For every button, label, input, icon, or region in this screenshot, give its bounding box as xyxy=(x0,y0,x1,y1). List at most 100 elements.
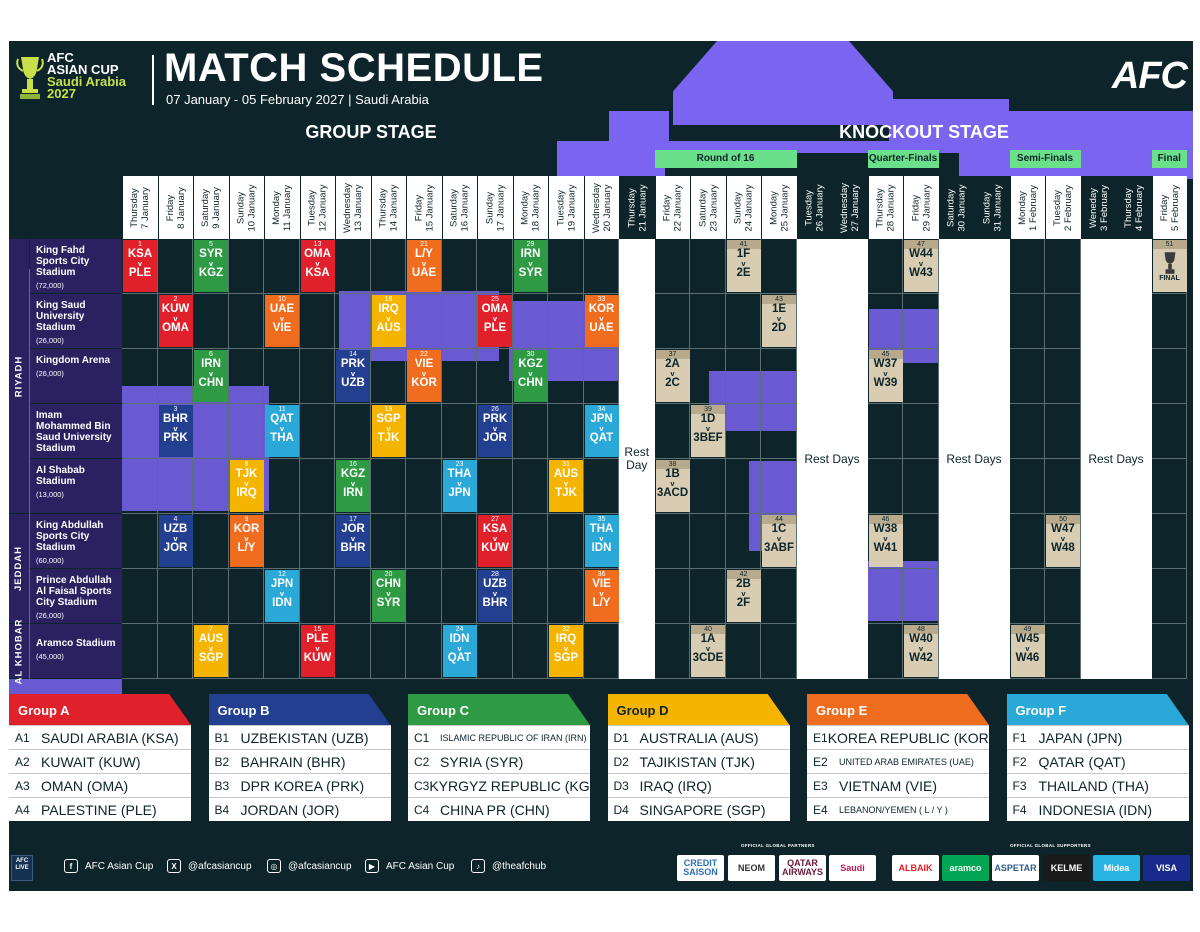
knockout-match-card[interactable]: 39 1D v 3BEF xyxy=(691,405,725,457)
match-card[interactable]: 6 IRN v CHN xyxy=(194,350,228,402)
match-card[interactable]: 28 UZB v BHR xyxy=(478,570,512,622)
away-slot: 2D xyxy=(771,322,787,334)
versus-label: v xyxy=(244,534,249,543)
day-label: Thursday 21 January xyxy=(626,183,649,232)
match-card[interactable]: 34 JPN v QAT xyxy=(584,405,619,457)
match-card[interactable]: 18 IRQ v AUS xyxy=(371,295,406,347)
match-card[interactable]: 9 KOR v L/Y xyxy=(229,515,264,567)
versus-label: v xyxy=(279,424,285,433)
versus-label: v xyxy=(883,534,888,543)
match-card[interactable]: 36 VIE v L/Y xyxy=(584,570,619,622)
social-link[interactable]: ♪ @theafchub xyxy=(471,859,546,873)
match-number: 13 xyxy=(313,241,322,248)
day-label: Wednesday 20 January xyxy=(590,182,613,233)
match-card[interactable]: 7 AUS v SGP xyxy=(194,625,228,677)
match-card[interactable]: 20 CHN v SYR xyxy=(371,570,406,622)
match-card[interactable]: 10 UAE v VIE xyxy=(265,295,299,347)
social-link[interactable]: ◎ @afcasiancup xyxy=(267,859,352,873)
knockout-match-card[interactable]: 43 1E v 2D xyxy=(762,295,796,347)
grid-cell xyxy=(903,404,939,459)
knockout-match-card[interactable]: 48 W40 v W42 xyxy=(904,625,938,677)
asian-cup-trophy-icon xyxy=(16,57,44,99)
grid-cell xyxy=(228,459,264,514)
grid-cell xyxy=(157,459,193,514)
match-card[interactable]: 3 BHR v PRK xyxy=(158,405,193,457)
team-code: E4 xyxy=(813,802,828,817)
grid-cell xyxy=(335,239,371,294)
match-card[interactable]: 33 KOR v UAE xyxy=(584,295,619,347)
match-number: 34 xyxy=(597,406,606,413)
knockout-match-card[interactable]: 37 2A v 2C xyxy=(655,350,690,402)
match-card[interactable]: 25 OMA v PLE xyxy=(478,295,512,347)
knockout-match-card[interactable]: 49 W45 v W46 xyxy=(1010,625,1045,677)
grid-cell xyxy=(690,294,726,349)
versus-label: v xyxy=(386,589,391,598)
match-card[interactable]: 29 IRN v SYR xyxy=(513,240,548,292)
knockout-match-card[interactable]: 47 W44 v W43 xyxy=(904,240,938,292)
match-card[interactable]: 1 KSA v PLE xyxy=(123,240,157,292)
versus-label: v xyxy=(776,534,782,543)
match-card[interactable]: 14 PRK v UZB xyxy=(336,350,370,402)
home-team: L/Y xyxy=(415,248,433,260)
match-card[interactable]: 23 THA v JPN xyxy=(442,460,477,512)
day-header: Saturday 16 January xyxy=(441,176,477,239)
social-link[interactable]: ▶ AFC Asian Cup xyxy=(365,859,454,873)
match-number: 31 xyxy=(562,461,570,468)
match-card[interactable]: 5 SYR v KGZ xyxy=(194,240,228,292)
rest-label: Rest Day xyxy=(624,445,650,472)
team-code: F3 xyxy=(1012,778,1027,793)
match-card[interactable]: 12 JPN v IDN xyxy=(265,570,299,622)
match-card[interactable]: 27 KSA v KUW xyxy=(478,515,512,567)
versus-label: v xyxy=(705,644,711,653)
knockout-match-card[interactable]: 45 W37 v W39 xyxy=(868,350,903,402)
home-team: KGZ xyxy=(518,358,543,370)
match-card[interactable]: 17 JOR v BHR xyxy=(336,515,370,567)
knockout-match-card[interactable]: 46 W38 v W41 xyxy=(868,515,903,567)
team-code: B3 xyxy=(214,778,230,793)
match-card[interactable]: 32 IRQ v SGP xyxy=(549,625,583,677)
match-card[interactable]: 2 KUW v OMA xyxy=(158,295,193,347)
day-header: Tuesday 12 January xyxy=(299,176,335,239)
social-link[interactable]: f AFC Asian Cup xyxy=(64,859,153,873)
away-team: PRK xyxy=(163,432,188,444)
social-handle: AFC Asian Cup xyxy=(85,860,154,872)
match-card[interactable]: 26 PRK v JOR xyxy=(478,405,512,457)
away-slot: 2F xyxy=(736,597,751,609)
knockout-match-card[interactable]: 40 1A v 3CDE xyxy=(691,625,725,677)
group-table-f: Group F F1 JAPAN (JPN) F2 QATAR (QAT) F3 THAIL… xyxy=(1006,694,1189,821)
match-number: 18 xyxy=(384,296,393,303)
grid-cell xyxy=(122,349,158,404)
match-card[interactable]: 15 PLE v KUW xyxy=(300,625,335,677)
venue-label: King Fahd Sports City Stadium (72,000) xyxy=(30,239,122,294)
match-card[interactable]: 31 AUS v TJK xyxy=(549,460,583,512)
knockout-match-card[interactable]: 41 1F v 2E xyxy=(726,240,761,292)
match-card[interactable]: 16 KGZ v IRN xyxy=(336,460,370,512)
home-team: QAT xyxy=(270,413,294,425)
match-card[interactable]: 35 THA v IDN xyxy=(584,515,619,567)
grid-cell xyxy=(122,569,158,624)
match-card[interactable]: 13 OMA v KSA xyxy=(300,240,335,292)
team-code: C3 xyxy=(414,778,430,793)
match-card[interactable]: 22 VIE v KOR xyxy=(407,350,441,402)
match-card[interactable]: 19 SGP v TJK xyxy=(371,405,406,457)
knockout-match-card[interactable]: 38 1B v 3ACD xyxy=(655,460,690,512)
team-name: INDONESIA (IDN) xyxy=(1038,801,1153,818)
match-card[interactable]: 11 QAT v THA xyxy=(265,405,299,457)
grid-cell xyxy=(867,404,903,459)
knockout-match-card[interactable]: 50 W47 v W48 xyxy=(1046,515,1080,567)
knockout-match-card[interactable]: 44 1C v 3ABF xyxy=(762,515,796,567)
away-team: SGP xyxy=(553,652,579,664)
match-card[interactable]: 8 TJK v IRQ xyxy=(229,460,264,512)
team-row: F2 QATAR (QAT) xyxy=(1006,749,1189,773)
match-card[interactable]: 4 UZB v JOR xyxy=(158,515,193,567)
match-card[interactable]: 21 L/Y v UAE xyxy=(407,240,441,292)
match-card[interactable]: 24 IDN v QAT xyxy=(442,625,477,677)
away-team: QAT xyxy=(447,652,472,664)
grid-cell xyxy=(441,239,477,294)
sponsor-logo: QATAR AIRWAYS xyxy=(779,855,826,881)
social-link[interactable]: X @afcasiancup xyxy=(167,859,252,873)
knockout-match-card[interactable]: 51 FINAL xyxy=(1152,240,1187,292)
versus-label: v xyxy=(137,259,143,268)
match-card[interactable]: 30 KGZ v CHN xyxy=(513,350,548,402)
knockout-match-card[interactable]: 42 2B v 2F xyxy=(726,570,761,622)
